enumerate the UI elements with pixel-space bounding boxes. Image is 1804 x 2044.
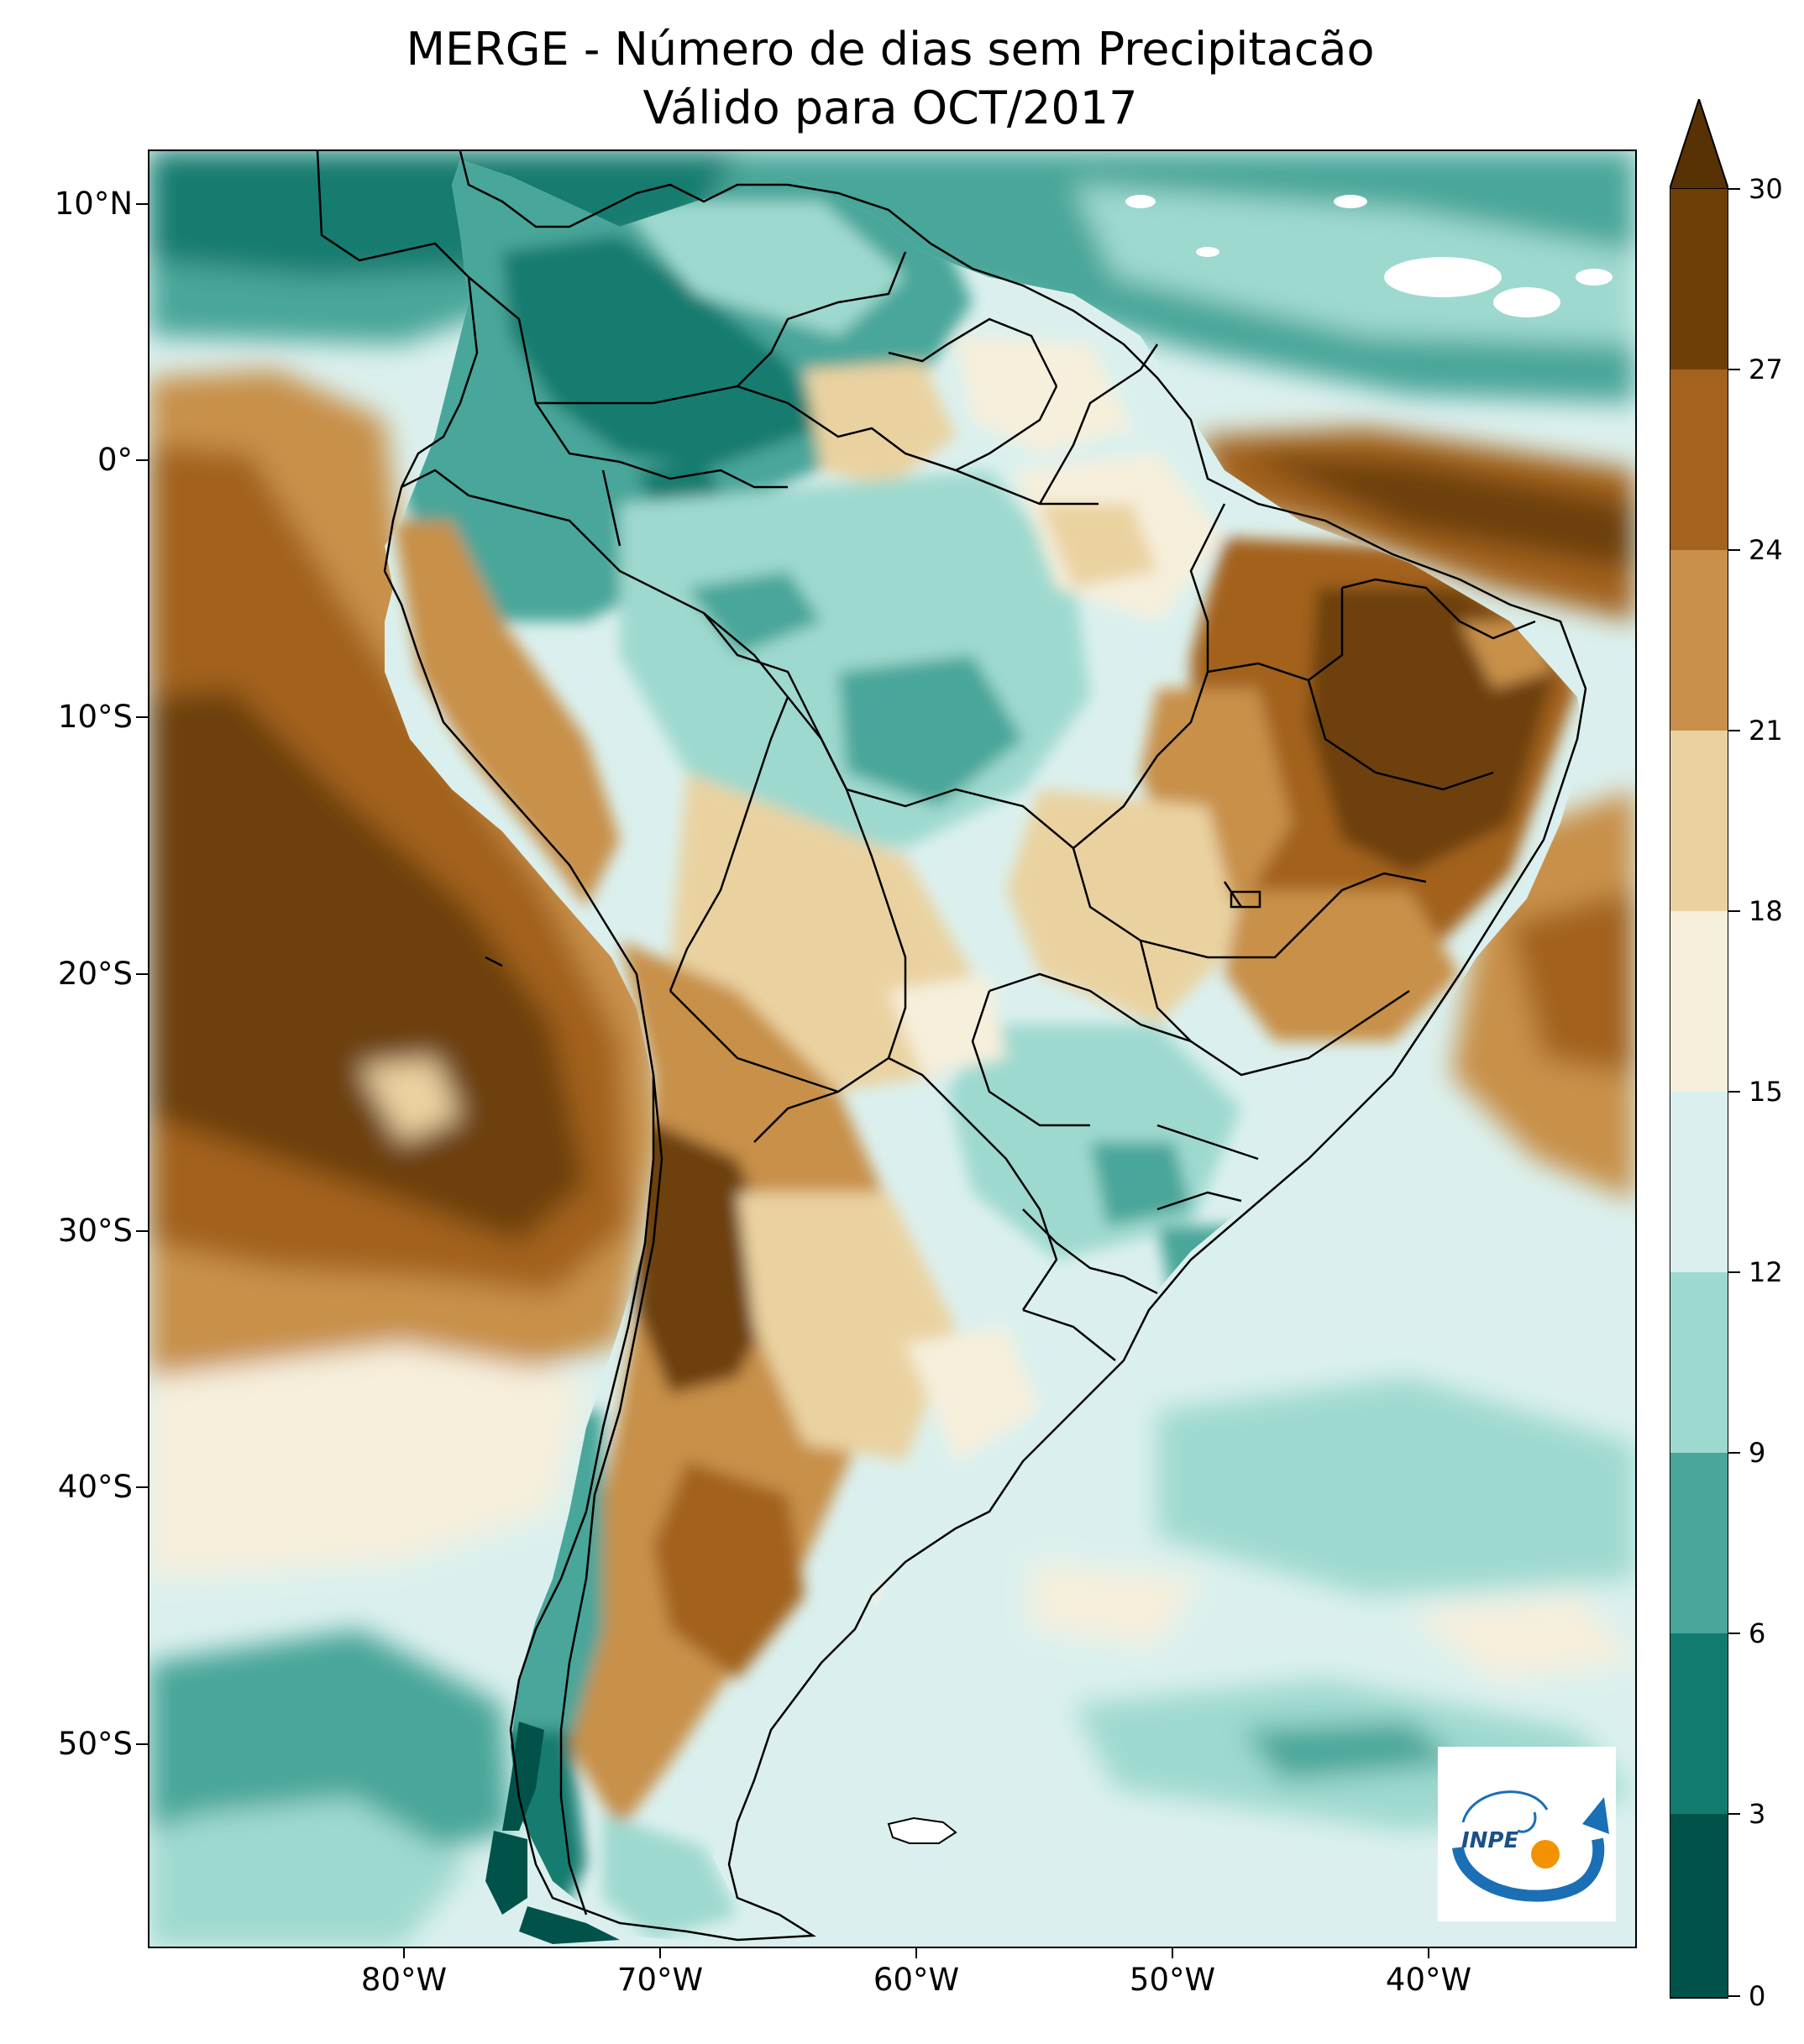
lat-label-50s: 50°S [57,1726,133,1762]
map-subtitle: Válido para OCT/2017 [642,81,1138,134]
lat-label-20s: 20°S [57,956,133,992]
colorbar-tick [1728,1995,1740,1997]
inpe-logo: INPE [1438,1747,1616,1921]
colorbar-tick [1728,730,1740,731]
colorbar-label-9: 9 [1749,1437,1766,1469]
colorbar-tick [1728,369,1740,370]
lat-label-10n: 10°N [54,186,133,222]
colorbar-bin-21-24 [1670,550,1728,731]
colorbar-label-15: 15 [1749,1076,1783,1108]
colorbar-bin-24-27 [1670,369,1728,550]
colorbar-bin-3-6 [1670,1633,1728,1814]
colorbar-tick [1728,549,1740,551]
colorbar-tick [1728,1271,1740,1273]
colorbar-tick [1728,910,1740,912]
lon-tick [659,1947,661,1958]
map-panel [148,149,1637,1948]
lon-label-80w: 80°W [360,1962,448,1998]
lat-tick [136,459,148,461]
federal-district-border [1230,890,1261,909]
country-borders [401,251,1536,1916]
colorbar-label-27: 27 [1749,354,1783,385]
colorbar [1670,99,1728,1999]
lat-tick [136,1743,148,1745]
colorbar-tick [1728,1091,1740,1093]
lon-label-50w: 50°W [1129,1962,1216,1998]
lon-tick [1172,1947,1173,1958]
lat-label-40s: 40°S [57,1469,133,1505]
lon-label-40w: 40°W [1385,1962,1472,1998]
colorbar-label-3: 3 [1749,1798,1766,1830]
lon-label-60w: 60°W [873,1962,960,1998]
field-ocean-patterns [149,151,1635,1947]
colorbar-label-12: 12 [1749,1256,1783,1288]
colorbar-label-18: 18 [1749,895,1783,927]
colorbar-bin-18-21 [1670,731,1728,911]
lat-label-10s: 10°S [57,699,133,735]
colorbar-tick [1728,1633,1740,1634]
colorbar-bin-9-12 [1670,1272,1728,1453]
colorbar-tick [1728,1452,1740,1454]
colorbar-bin-27-30 [1670,189,1728,369]
colorbar-label-30: 30 [1749,173,1783,205]
colorbar-label-21: 21 [1749,715,1783,747]
chile-islands [485,1722,620,1944]
inpe-logo-graphic: INPE [1452,1790,1609,1902]
precipitation-map [149,151,1635,1947]
no-data-areas [1125,195,1613,317]
lon-tick [915,1947,917,1958]
colorbar-bin-15-18 [1670,911,1728,1092]
lat-label-0: 0° [97,442,133,478]
lon-tick [1428,1947,1429,1958]
colorbar-label-6: 6 [1749,1617,1766,1649]
lat-tick [136,1230,148,1232]
lat-label-30s: 30°S [57,1213,133,1249]
colorbar-tick [1728,1813,1740,1815]
falkland-islands [887,1816,957,1844]
lon-tick [403,1947,405,1958]
lat-tick [136,203,148,205]
colorbar-label-24: 24 [1749,534,1783,566]
colorbar-bin-12-15 [1670,1092,1728,1272]
lat-tick [136,716,148,718]
colorbar-extend-arrow [1670,99,1728,190]
inpe-logo-text: INPE [1461,1828,1518,1853]
lat-tick [136,1486,148,1488]
lon-label-70w: 70°W [616,1962,704,1998]
colorbar-bin-0-3 [1670,1814,1728,1997]
colorbar-bin-6-9 [1670,1453,1728,1633]
colorbar-tick [1728,188,1740,190]
coastline [316,151,1587,1942]
lat-tick [136,973,148,975]
colorbar-label-0: 0 [1749,1980,1766,2012]
map-title: MERGE - Número de dias sem Precipitacão [406,23,1375,76]
